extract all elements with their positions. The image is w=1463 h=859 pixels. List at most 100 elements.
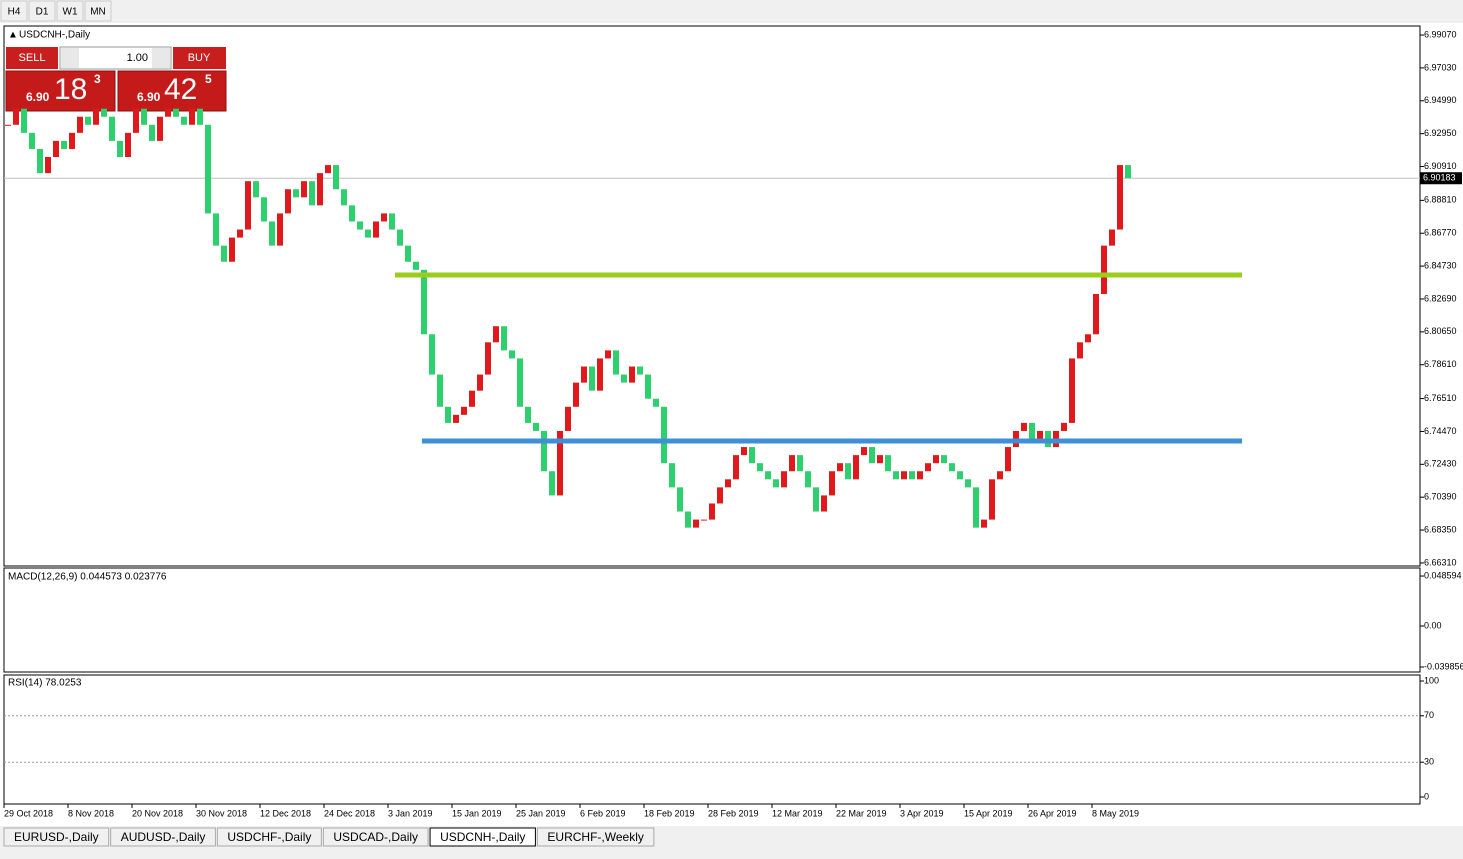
- candle: [1109, 229, 1115, 246]
- candle: [813, 487, 819, 512]
- candle: [829, 471, 835, 496]
- candle: [709, 503, 715, 520]
- candle: [557, 430, 563, 496]
- candle: [309, 181, 315, 206]
- candle: [981, 519, 987, 528]
- timeframe-button[interactable]: [28, 0, 56, 22]
- candle: [349, 205, 355, 222]
- candle: [517, 358, 523, 407]
- candle: [293, 189, 299, 198]
- tab-label: USDCNH-,Daily: [440, 830, 525, 844]
- tab-box: [536, 827, 655, 847]
- candle: [901, 471, 907, 480]
- candle: [229, 237, 235, 262]
- x-tick-label: 8 Nov 2018: [68, 808, 114, 818]
- chart-tab[interactable]: USDCHF-,Daily: [216, 827, 322, 847]
- candle: [781, 471, 787, 488]
- volume-up[interactable]: [152, 48, 170, 68]
- timeframe-button[interactable]: [56, 0, 84, 22]
- timeframe-label: H4: [8, 7, 21, 18]
- candle: [53, 140, 59, 158]
- bid-box[interactable]: [5, 70, 116, 112]
- volume-down[interactable]: [61, 48, 79, 68]
- candle: [909, 471, 915, 480]
- candle: [941, 455, 947, 464]
- candle: [597, 358, 603, 391]
- x-tick-label: 8 May 2019: [1092, 808, 1139, 818]
- macd-panel: [3, 567, 1421, 673]
- current-price-tag: [1420, 172, 1462, 185]
- candle: [141, 108, 147, 125]
- x-tick-label: 12 Dec 2018: [260, 808, 311, 818]
- candle: [837, 463, 843, 472]
- y-tick-label: 6.68350: [1424, 524, 1457, 534]
- buy-label: BUY: [188, 52, 211, 64]
- candle: [525, 406, 531, 423]
- tab-box: [429, 827, 536, 847]
- candle: [1117, 165, 1123, 230]
- candle: [421, 269, 427, 335]
- candle: [637, 366, 643, 375]
- candle: [685, 511, 691, 528]
- candle: [493, 326, 499, 343]
- candle: [1061, 422, 1067, 431]
- ask-pip: 5: [205, 72, 212, 86]
- candle: [989, 479, 995, 520]
- bid-big: 6.90: [26, 90, 50, 104]
- candle: [893, 471, 899, 480]
- chart-tab[interactable]: AUDUSD-,Daily: [110, 827, 216, 847]
- candle: [621, 374, 627, 383]
- y-tick-label: 6.82690: [1424, 293, 1457, 303]
- chart-tab[interactable]: USDCAD-,Daily: [322, 827, 429, 847]
- candle: [925, 463, 931, 472]
- candle: [21, 108, 27, 133]
- buy-button[interactable]: [173, 47, 226, 69]
- candle: [165, 108, 171, 117]
- candle: [677, 487, 683, 512]
- volume-value: 1.00: [127, 52, 148, 64]
- chart-tab[interactable]: USDCNH-,Daily: [429, 827, 536, 847]
- chart-tab[interactable]: EURCHF-,Weekly: [536, 827, 655, 847]
- candle: [117, 140, 123, 158]
- candle: [77, 116, 83, 133]
- candle: [565, 406, 571, 431]
- candle: [333, 165, 339, 190]
- candle: [1101, 245, 1107, 294]
- candle: [797, 455, 803, 472]
- candle: [1005, 447, 1011, 472]
- candle: [285, 189, 291, 214]
- tab-box: [322, 827, 429, 847]
- candle: [381, 213, 387, 222]
- candle: [581, 366, 587, 383]
- x-tick-label: 12 Mar 2019: [772, 808, 823, 818]
- candle: [429, 334, 435, 375]
- candle: [5, 124, 11, 126]
- candle: [253, 181, 259, 198]
- y-tick-label: 6.92950: [1424, 128, 1457, 138]
- candle: [1077, 342, 1083, 359]
- candle: [805, 471, 811, 488]
- timeframe-button[interactable]: [84, 0, 112, 22]
- candle: [405, 245, 411, 262]
- candle: [197, 108, 203, 125]
- candle: [1093, 293, 1099, 335]
- candle: [885, 455, 891, 472]
- candle: [357, 221, 363, 230]
- candle: [1069, 358, 1075, 423]
- timeframe-button[interactable]: [0, 0, 28, 22]
- sell-button[interactable]: [6, 47, 58, 69]
- candle: [13, 108, 19, 125]
- volume-input[interactable]: [59, 46, 172, 70]
- x-tick-label: 18 Feb 2019: [644, 808, 695, 818]
- candle: [861, 447, 867, 456]
- candle: [1029, 422, 1035, 440]
- candle: [789, 455, 795, 472]
- ask-box[interactable]: [117, 70, 227, 112]
- x-tick-label: 3 Jan 2019: [388, 808, 433, 818]
- candle: [669, 463, 675, 488]
- chart-tab[interactable]: EURUSD-,Daily: [3, 827, 110, 847]
- ask-main: 42: [164, 73, 197, 106]
- candle: [413, 261, 419, 270]
- candle: [317, 173, 323, 206]
